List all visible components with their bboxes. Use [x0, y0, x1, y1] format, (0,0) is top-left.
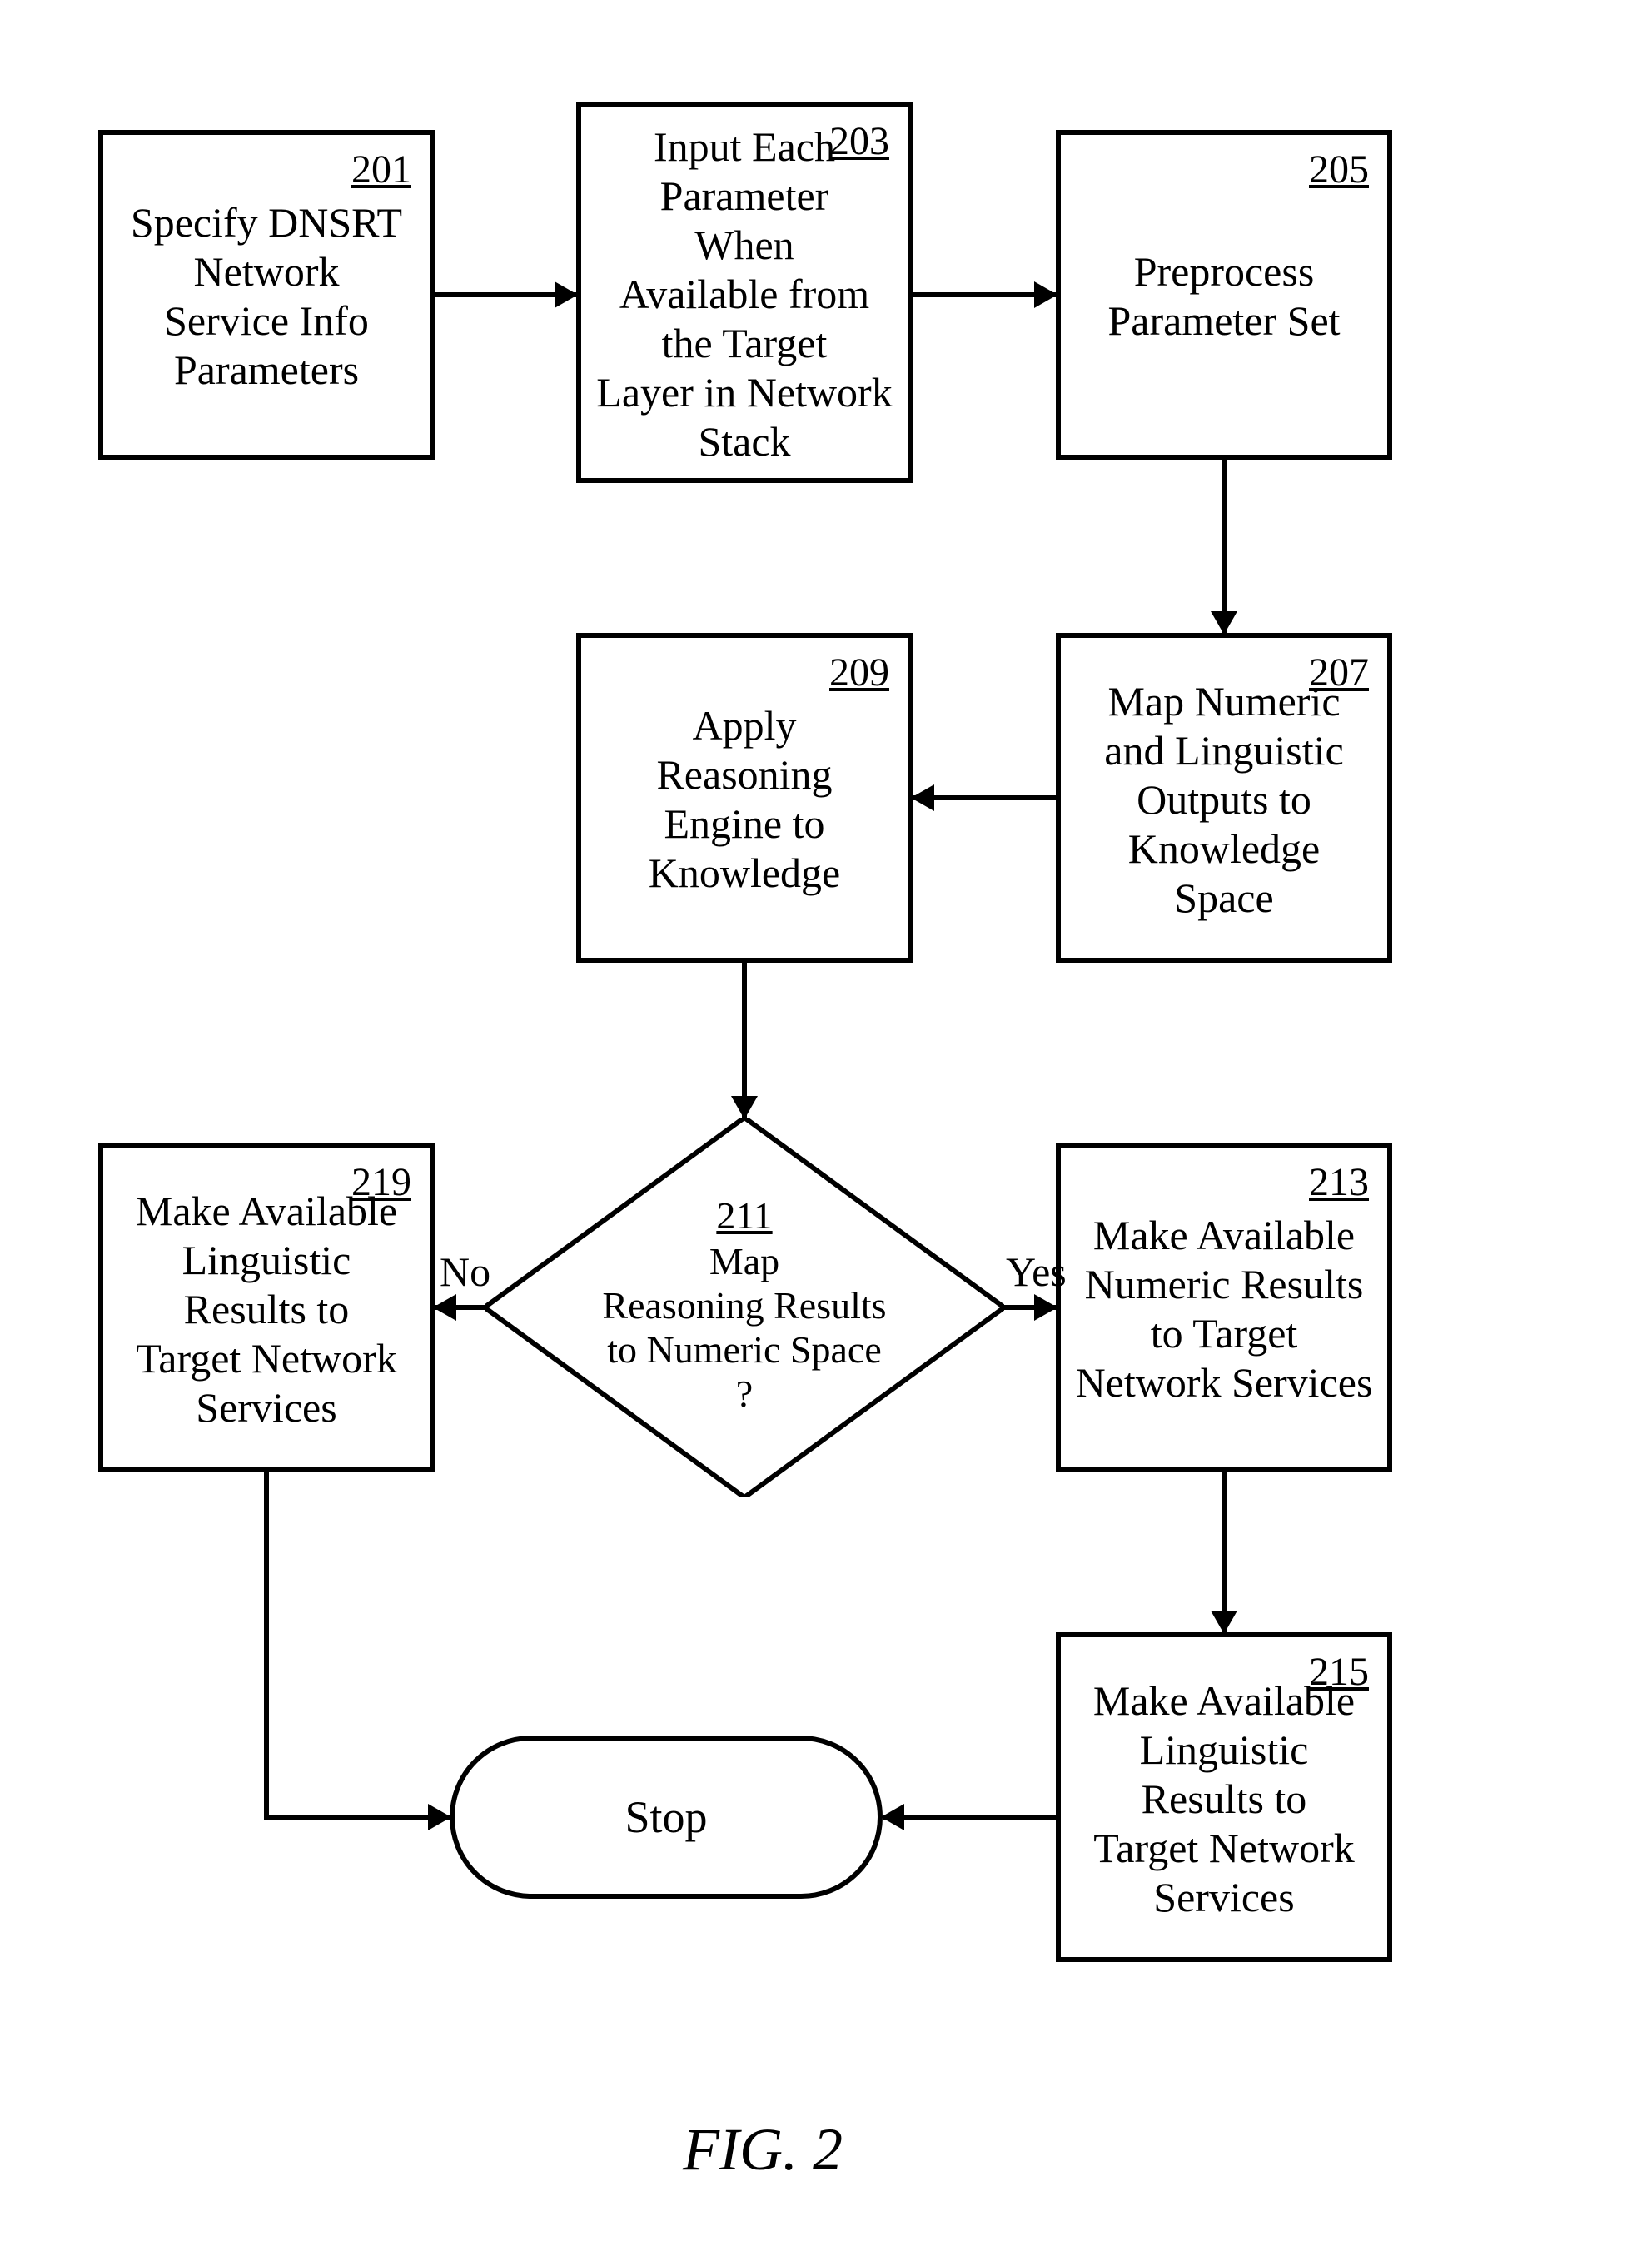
label-yes: Yes: [1006, 1248, 1067, 1296]
node-211-id: 211: [578, 1194, 911, 1238]
node-219-text: Make AvailableLinguisticResults toTarget…: [117, 1168, 416, 1451]
node-211-text: MapReasoning Resultsto Numeric Space?: [602, 1240, 886, 1415]
node-207: 207 Map Numericand LinguisticOutputs toK…: [1056, 633, 1392, 963]
node-205-text: PreprocessParameter Set: [1074, 155, 1374, 438]
node-215-text: Make AvailableLinguisticResults toTarget…: [1074, 1657, 1374, 1940]
node-stop-text: Stop: [624, 1791, 707, 1843]
node-215: 215 Make AvailableLinguisticResults toTa…: [1056, 1632, 1392, 1962]
node-213-text: Make AvailableNumeric Resultsto TargetNe…: [1074, 1168, 1374, 1451]
node-207-id: 207: [1309, 650, 1369, 695]
node-201: 201 Specify DNSRTNetworkService InfoPara…: [98, 130, 435, 460]
node-209-text: ApplyReasoningEngine toKnowledge: [595, 658, 894, 941]
node-201-text: Specify DNSRTNetworkService InfoParamete…: [117, 155, 416, 438]
node-209-id: 209: [829, 650, 889, 695]
node-207-text: Map Numericand LinguisticOutputs toKnowl…: [1074, 658, 1374, 941]
node-205-id: 205: [1309, 147, 1369, 192]
node-205: 205 PreprocessParameter Set: [1056, 130, 1392, 460]
node-203-id: 203: [829, 118, 889, 164]
node-219-id: 219: [351, 1159, 411, 1205]
flowchart-canvas: 201 Specify DNSRTNetworkService InfoPara…: [0, 0, 1652, 2266]
node-stop: Stop: [450, 1736, 883, 1899]
node-209: 209 ApplyReasoningEngine toKnowledge: [576, 633, 913, 963]
node-215-id: 215: [1309, 1649, 1369, 1695]
node-219: 219 Make AvailableLinguisticResults toTa…: [98, 1143, 435, 1472]
node-213-id: 213: [1309, 1159, 1369, 1205]
node-203-text: Input EachParameterWhenAvailable fromthe…: [595, 127, 894, 461]
figure-caption: FIG. 2: [683, 2115, 843, 2184]
node-201-id: 201: [351, 147, 411, 192]
node-203: 203 Input EachParameterWhenAvailable fro…: [576, 102, 913, 483]
node-213: 213 Make AvailableNumeric Resultsto Targ…: [1056, 1143, 1392, 1472]
label-no: No: [440, 1248, 490, 1296]
